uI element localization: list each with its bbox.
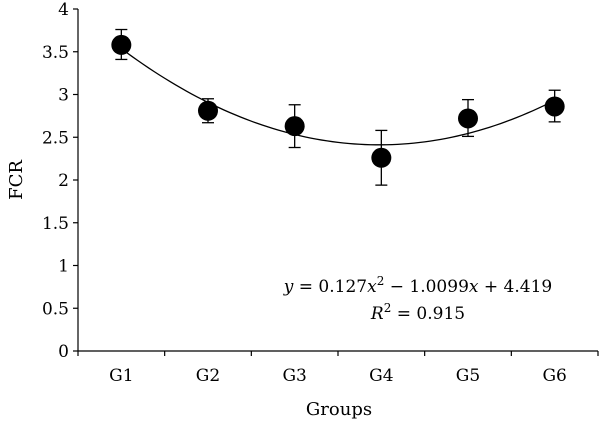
x-ticks: G1 G2 G3 G4 G5 G6: [77, 351, 599, 386]
y-tick-label: 3.5: [42, 43, 69, 63]
x-tick-label: G2: [196, 366, 220, 386]
x-tick-label: G4: [369, 366, 393, 386]
r-squared-label: R2 = 0.915: [370, 301, 465, 324]
y-ticks: 0 0.5 1 1.5 2 2.5 3 3.5 4: [42, 0, 78, 362]
axes: [77, 9, 598, 352]
data-point: [544, 96, 565, 117]
y-tick-label: 0: [58, 342, 69, 362]
data-point: [371, 147, 392, 168]
error-bars: [115, 28, 561, 186]
trendline: [120, 48, 555, 146]
y-tick-label: 2: [58, 171, 69, 191]
data-point: [458, 108, 478, 129]
y-tick-label: 0.5: [42, 299, 69, 319]
data-point: [198, 100, 218, 121]
data-points: [111, 34, 565, 168]
y-tick-label: 1: [58, 257, 69, 277]
x-tick-label: G6: [542, 366, 566, 386]
y-tick-label: 2.5: [42, 128, 69, 148]
y-axis-label: FCR: [6, 160, 27, 200]
x-axis-label: Groups: [306, 399, 372, 420]
trendline-equation: y = 0.127x2 − 1.0099x + 4.419: [283, 274, 552, 297]
x-tick-label: G3: [282, 366, 306, 386]
y-tick-label: 4: [58, 0, 69, 20]
y-tick-label: 1.5: [42, 214, 69, 234]
data-point: [111, 34, 132, 55]
y-tick-label: 3: [58, 86, 69, 106]
x-tick-label: G1: [109, 366, 133, 386]
data-point: [284, 116, 305, 137]
x-tick-label: G5: [456, 366, 480, 386]
